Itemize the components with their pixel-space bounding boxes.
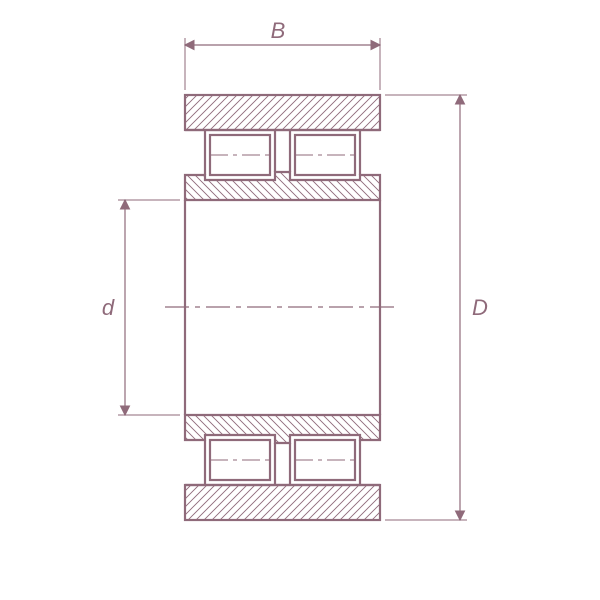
bearing-cross-section-diagram: B d D bbox=[0, 0, 600, 600]
inner-race-top bbox=[185, 172, 380, 200]
outer-race-top bbox=[185, 95, 380, 130]
dimension-B: B bbox=[185, 18, 380, 90]
rollers-top bbox=[185, 130, 380, 175]
outer-race-bottom bbox=[185, 485, 380, 520]
label-B: B bbox=[271, 18, 286, 43]
dimension-D: D bbox=[385, 95, 488, 520]
label-d: d bbox=[102, 295, 115, 320]
label-D: D bbox=[472, 295, 488, 320]
rollers-bottom bbox=[185, 440, 380, 485]
inner-race-bottom bbox=[185, 415, 380, 443]
